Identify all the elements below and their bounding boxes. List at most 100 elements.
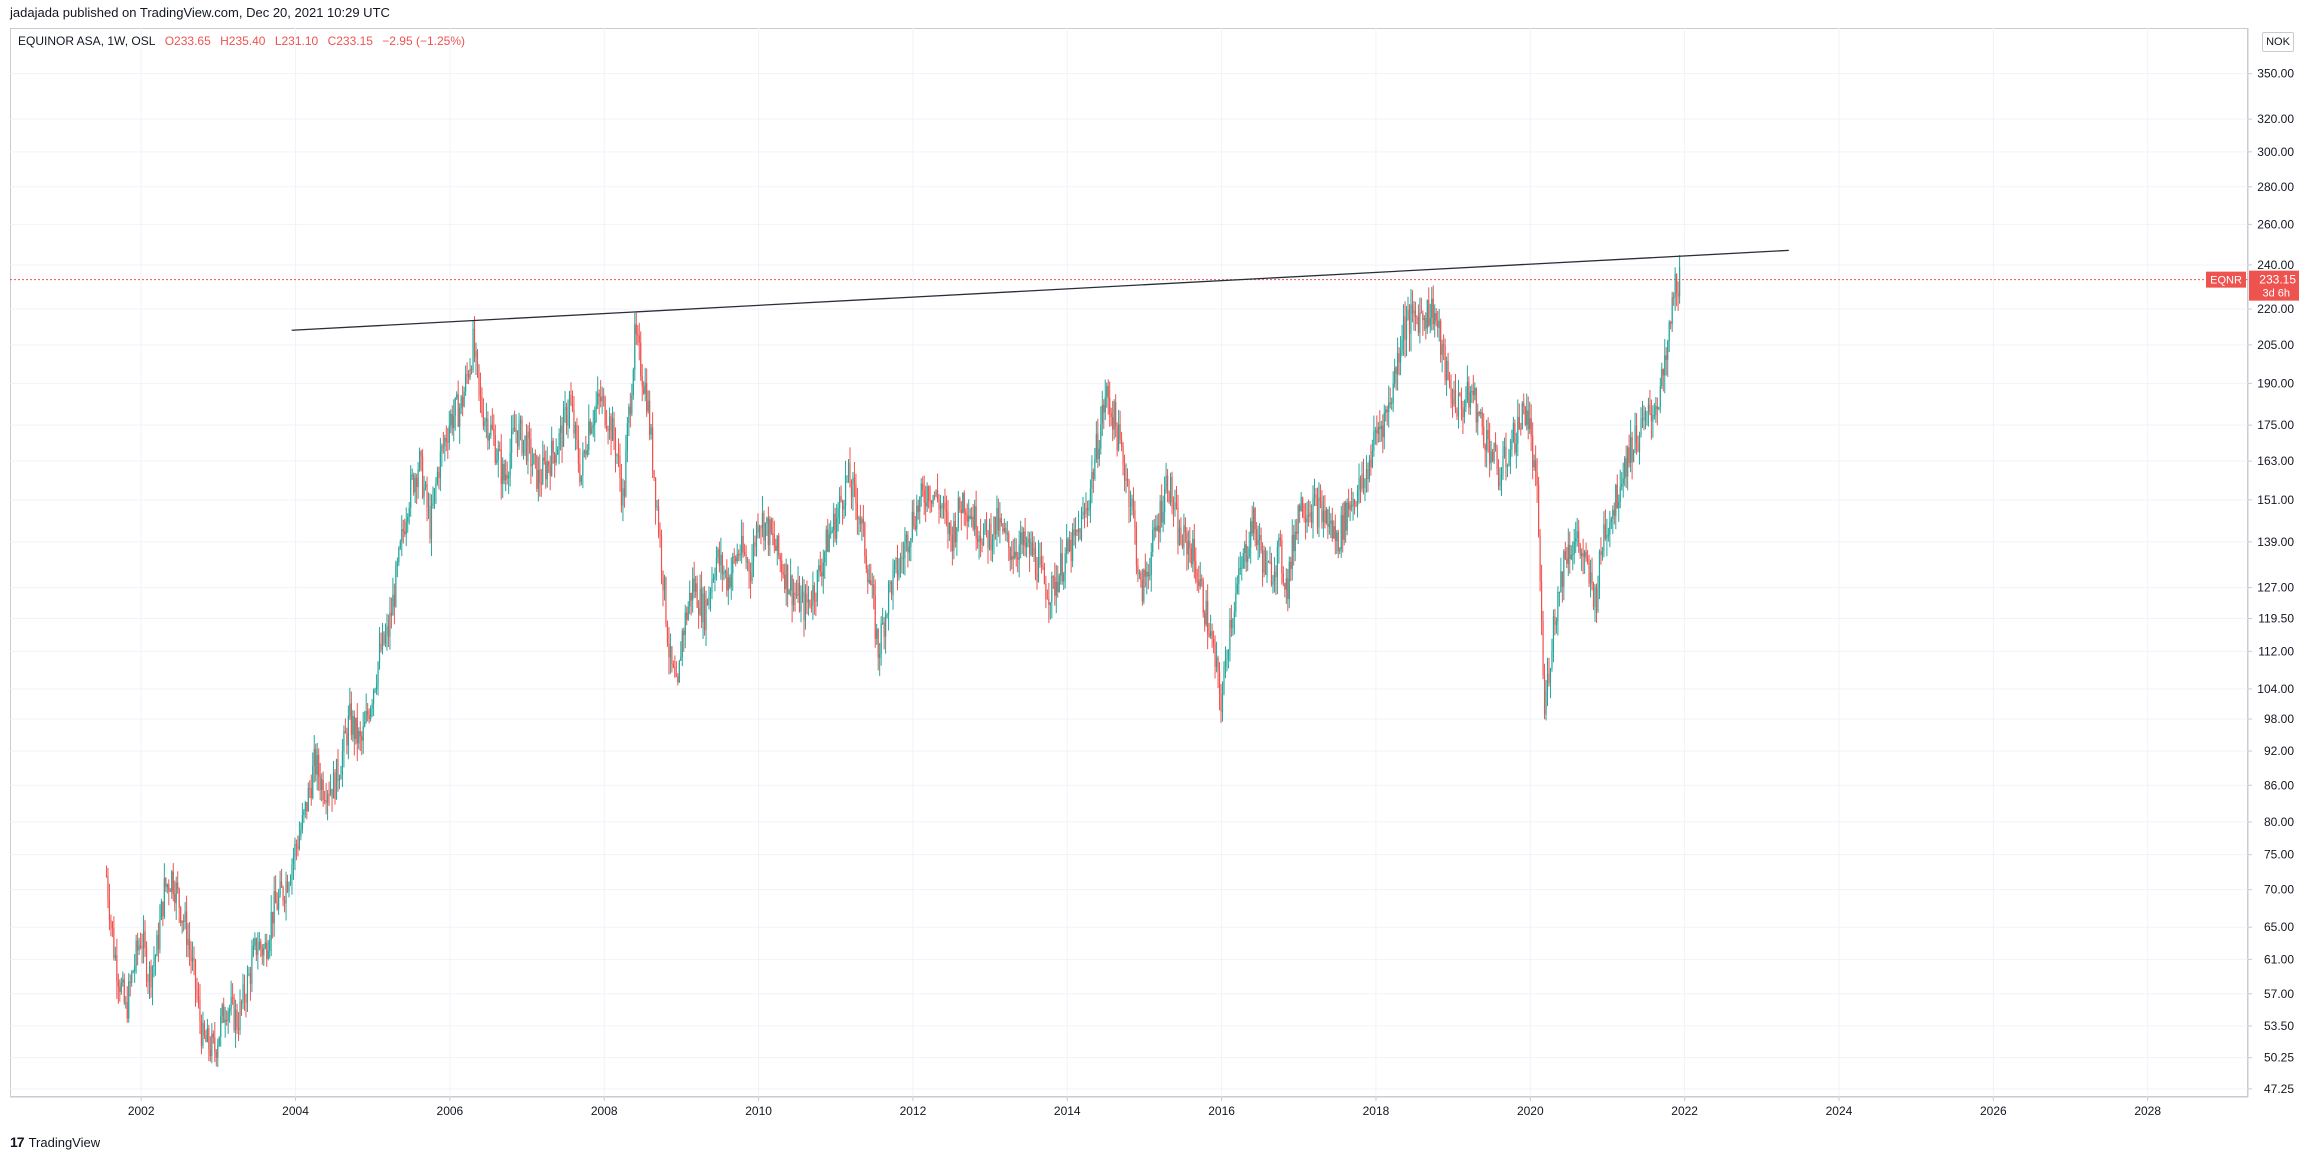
candle-body — [1670, 322, 1672, 324]
candle-body — [312, 765, 314, 799]
candle-body — [567, 414, 569, 426]
candle-body — [367, 710, 369, 715]
candle-body — [974, 506, 976, 530]
candle-body — [738, 553, 740, 556]
candle-body — [1653, 415, 1655, 417]
candle-body — [1046, 598, 1048, 600]
candle-body — [689, 593, 691, 607]
candle-body — [188, 938, 191, 950]
currency-button[interactable]: NOK — [2262, 32, 2294, 52]
ohlc-open: O233.65 — [164, 34, 211, 48]
candle-body — [1355, 504, 1357, 507]
candle-body — [548, 461, 550, 466]
candle-body — [1131, 498, 1133, 506]
candle-body — [748, 561, 750, 573]
candle-body — [586, 450, 588, 455]
candle-body — [847, 462, 850, 476]
candle-body — [1509, 450, 1512, 466]
candle-body — [1069, 539, 1071, 552]
candle-body — [546, 461, 548, 480]
candle-body — [203, 1023, 206, 1036]
candle-body — [552, 440, 554, 454]
candle-body — [790, 575, 792, 591]
candle-body — [384, 634, 387, 644]
trendline[interactable] — [291, 249, 1789, 331]
candle-body — [1061, 553, 1063, 582]
candle-body — [818, 565, 820, 571]
candle-body — [732, 556, 734, 574]
candle-body — [1180, 527, 1182, 544]
candle-body — [699, 588, 701, 615]
candle-body — [1497, 469, 1500, 487]
candle-body — [764, 522, 766, 541]
candle-body — [1474, 388, 1476, 396]
candle-body — [1661, 369, 1663, 387]
candle-body — [1404, 316, 1406, 340]
candle-body — [1186, 532, 1188, 555]
candle-body — [473, 328, 476, 358]
candle-body — [617, 455, 620, 457]
candle-body — [690, 593, 692, 601]
price-axis[interactable]: 47.25 50.25 53.50 57.00 61.00 65.00 70.00 75.00… — [2247, 28, 2294, 1097]
candle-body — [935, 490, 937, 496]
tradingview-logo[interactable]: 17 TradingView — [10, 1134, 100, 1150]
candle-body — [997, 507, 1000, 531]
candle-body — [1557, 591, 1559, 622]
candle-body — [497, 449, 499, 461]
candle-body — [269, 940, 271, 951]
candle-body — [485, 418, 487, 421]
candle-body — [438, 471, 440, 478]
candle-body — [1054, 577, 1056, 596]
candle-body — [1676, 274, 1678, 294]
candle-body — [886, 614, 888, 616]
candle-body — [509, 452, 511, 477]
candle-body — [600, 396, 602, 402]
candle-body — [1086, 507, 1089, 511]
candle-body — [1287, 578, 1289, 600]
candle-body — [831, 530, 833, 533]
time-axis[interactable]: 2002 2004 2006 2008 2010 2012 2014 2016 2018 2020… — [10, 1096, 2248, 1118]
candle-body — [540, 483, 542, 485]
candle-body — [985, 519, 988, 531]
tradingview-logo-icon: 17 — [10, 1134, 25, 1150]
candle-body — [1579, 543, 1581, 556]
candle-body — [867, 569, 869, 583]
candle-body — [347, 715, 349, 746]
candle-body — [598, 393, 600, 397]
candle-body — [488, 435, 490, 441]
candle-body — [297, 846, 299, 849]
candle-body — [1221, 693, 1224, 712]
candle-body — [723, 572, 725, 574]
candle-body — [1493, 442, 1495, 462]
candle-body — [1251, 521, 1253, 534]
candle-body — [465, 374, 467, 392]
candle-body — [1276, 546, 1279, 578]
candle-body — [865, 556, 867, 570]
candle-body — [1597, 588, 1599, 611]
candle-body — [264, 942, 266, 948]
candle-body — [178, 888, 180, 908]
candle-body — [1603, 524, 1605, 551]
candle-body — [810, 605, 813, 607]
candle-body — [280, 881, 283, 888]
candle-body — [285, 880, 287, 904]
candle-body — [361, 736, 363, 741]
candle-body — [993, 516, 995, 541]
candle-body — [1238, 568, 1240, 584]
candle-body — [205, 1035, 207, 1042]
candle-body — [214, 1037, 216, 1052]
candle-body — [278, 895, 280, 910]
candle-body — [1282, 573, 1284, 583]
candle-body — [945, 509, 948, 513]
candle-body — [258, 941, 260, 950]
candle-body — [1051, 576, 1053, 603]
candle-body — [730, 573, 732, 588]
candle-body — [806, 593, 808, 603]
candle-body — [181, 920, 183, 923]
candle-body — [721, 554, 723, 574]
candle-body — [665, 577, 667, 624]
candle-body — [559, 425, 562, 434]
candle-body — [1539, 536, 1541, 582]
candle-body — [1441, 344, 1443, 355]
